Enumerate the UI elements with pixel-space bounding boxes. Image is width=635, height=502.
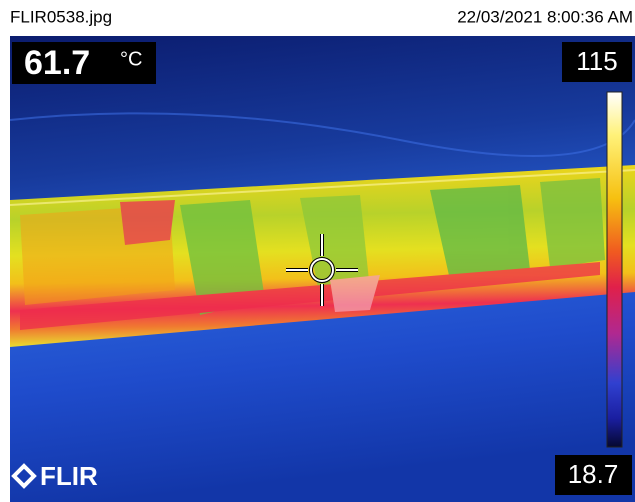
scale-min-box (555, 455, 632, 495)
readout-unit: °C (120, 48, 142, 70)
scale-max-box (562, 42, 632, 82)
scale-min: 18.7 (568, 459, 619, 489)
scale-max: 115 (576, 46, 617, 76)
readout-box (12, 42, 156, 84)
logo-icon (11, 463, 37, 489)
readout-value: 61.7 (24, 44, 90, 82)
thermal-image (10, 36, 635, 502)
logo: FLIR (40, 461, 98, 491)
filename: FLIR0538.jpg (10, 7, 112, 26)
color-scale (606, 91, 623, 448)
timestamp: 22/03/2021 8:00:36 AM (457, 7, 633, 26)
